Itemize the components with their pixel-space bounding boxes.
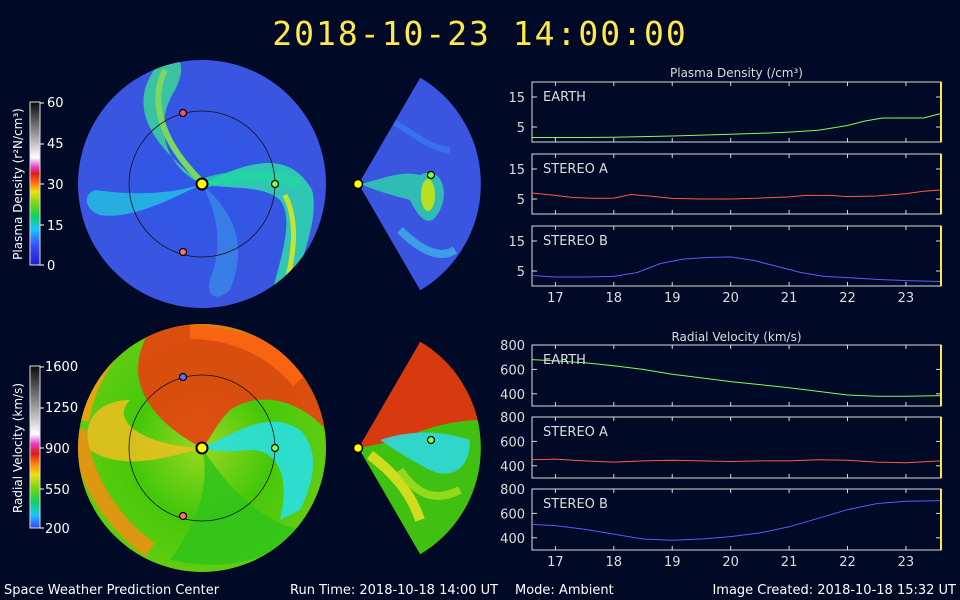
density-markers bbox=[178, 108, 436, 257]
time-series-charts: Plasma Density (/cm³) 15 5 EARTH 15 5 STEREO A… bbox=[500, 66, 942, 570]
density-tick-30: 30 bbox=[47, 178, 64, 193]
series-line-stereo-a bbox=[531, 458, 942, 464]
velocity-tick-550: 550 bbox=[45, 483, 70, 498]
x-tick-label: 23 bbox=[898, 555, 915, 570]
velocity-tick-1250: 1250 bbox=[45, 401, 78, 416]
x-tick-label: 20 bbox=[722, 555, 739, 570]
velocity-tick-200: 200 bbox=[45, 522, 70, 537]
series-line-stereo-b bbox=[531, 500, 942, 541]
sun-marker-wedge bbox=[352, 178, 364, 190]
timestamp-title: 2018-10-23 14:00:00 bbox=[272, 14, 688, 53]
earth-marker-wedge bbox=[426, 435, 436, 445]
y-tick-label: 600 bbox=[500, 507, 525, 522]
footer-image-created: Image Created: 2018-10-18 15:32 UT bbox=[712, 583, 956, 598]
y-tick-label: 400 bbox=[500, 388, 525, 403]
y-tick-label: 15 bbox=[508, 163, 525, 178]
earth-marker bbox=[270, 443, 280, 453]
y-tick-label: 800 bbox=[500, 339, 525, 354]
earth-marker-wedge bbox=[426, 170, 436, 180]
density-colorbar bbox=[29, 101, 41, 266]
panel-label: STEREO B bbox=[543, 497, 608, 512]
series-line-stereo-a bbox=[531, 189, 942, 200]
sun-marker bbox=[195, 441, 209, 455]
density-tick-45: 45 bbox=[47, 137, 64, 152]
velocity-colorbar-label: Radial Velocity (km/s) bbox=[11, 383, 25, 513]
x-tick-label: 19 bbox=[664, 555, 681, 570]
x-tick-label: 22 bbox=[839, 555, 856, 570]
footer-run-time: Run Time: 2018-10-18 14:00 UT bbox=[290, 583, 499, 598]
velocity-tick-900: 900 bbox=[45, 442, 70, 457]
x-tick-label: 22 bbox=[839, 291, 856, 306]
density-colorbar-label: Plasma Density (r²N/cm³) bbox=[11, 108, 25, 260]
density-meridional-wedge bbox=[357, 76, 482, 292]
velocity-tick-1600: 1600 bbox=[45, 360, 78, 375]
x-tick-label: 20 bbox=[722, 291, 739, 306]
sun-marker bbox=[195, 177, 209, 191]
stereo-b-marker bbox=[178, 511, 188, 521]
x-tick-label: 17 bbox=[547, 555, 564, 570]
density-colorbar-ticks: 60 45 30 15 0 bbox=[40, 96, 64, 274]
panel-label: EARTH bbox=[543, 90, 586, 105]
density-tick-15: 15 bbox=[47, 219, 64, 234]
series-line-stereo-b bbox=[531, 256, 942, 282]
sun-marker-wedge bbox=[352, 442, 364, 454]
velocity-meridional-wedge bbox=[357, 340, 482, 556]
y-tick-label: 400 bbox=[500, 532, 525, 547]
panel-frame bbox=[531, 344, 942, 407]
x-tick-label: 18 bbox=[606, 291, 623, 306]
x-tick-label: 21 bbox=[781, 555, 798, 570]
x-tick-label: 23 bbox=[898, 291, 915, 306]
panel-label: STEREO A bbox=[543, 162, 608, 177]
panel-frame bbox=[531, 81, 942, 143]
y-tick-label: 600 bbox=[500, 363, 525, 378]
y-tick-label: 800 bbox=[500, 411, 525, 426]
x-tick-label: 19 bbox=[664, 291, 681, 306]
stereo-b-marker bbox=[178, 247, 188, 257]
y-tick-label: 15 bbox=[508, 235, 525, 250]
y-tick-label: 5 bbox=[517, 193, 525, 208]
x-tick-label: 21 bbox=[781, 291, 798, 306]
density-tick-60: 60 bbox=[47, 96, 64, 111]
y-tick-label: 5 bbox=[517, 121, 525, 136]
y-tick-label: 800 bbox=[500, 483, 525, 498]
velocity-colorbar bbox=[29, 365, 41, 529]
panel-label: EARTH bbox=[543, 353, 586, 368]
x-tick-label: 18 bbox=[606, 555, 623, 570]
y-tick-label: 5 bbox=[517, 265, 525, 280]
stereo-a-marker bbox=[178, 372, 188, 382]
chart-title: Plasma Density (/cm³) bbox=[670, 66, 803, 80]
y-tick-label: 400 bbox=[500, 460, 525, 475]
footer-mode: Mode: Ambient bbox=[515, 583, 614, 598]
earth-marker bbox=[270, 179, 280, 189]
chart-title: Radial Velocity (km/s) bbox=[671, 330, 801, 344]
stereo-a-marker bbox=[178, 108, 188, 118]
density-tick-0: 0 bbox=[47, 259, 55, 274]
panel-label: STEREO B bbox=[543, 234, 608, 249]
velocity-colorbar-ticks: 1600 1250 900 550 200 bbox=[40, 360, 78, 537]
footer-center-name: Space Weather Prediction Center bbox=[4, 583, 220, 598]
y-tick-label: 15 bbox=[508, 91, 525, 106]
velocity-markers bbox=[178, 372, 436, 521]
y-tick-label: 600 bbox=[500, 435, 525, 450]
series-line-earth bbox=[532, 113, 942, 138]
series-line-earth bbox=[531, 359, 942, 397]
x-tick-label: 17 bbox=[547, 291, 564, 306]
panel-label: STEREO A bbox=[543, 425, 608, 440]
